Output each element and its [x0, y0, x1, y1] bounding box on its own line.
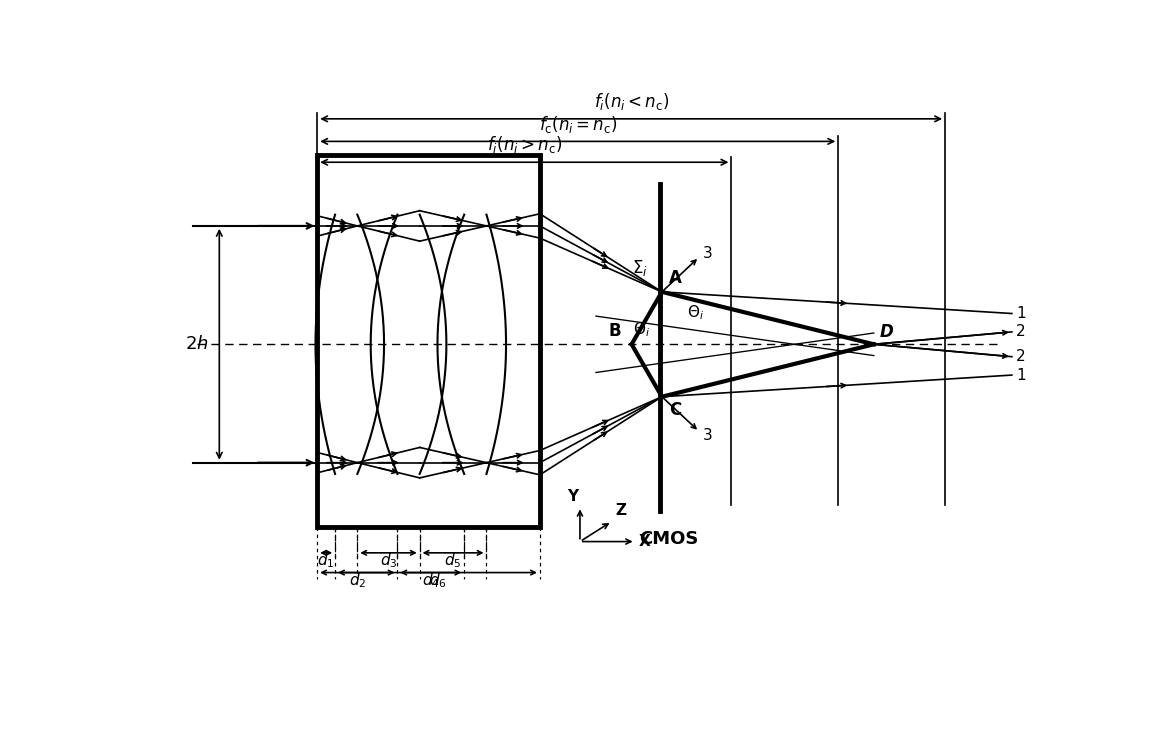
Text: $d_3$: $d_3$ — [379, 551, 398, 570]
Text: $2h$: $2h$ — [185, 335, 209, 354]
Text: 2: 2 — [1017, 324, 1026, 340]
Text: $d_4$: $d_4$ — [422, 571, 440, 590]
Text: D: D — [879, 324, 893, 341]
Text: A: A — [669, 269, 681, 288]
Text: $f_i\left(n_i<n_\mathrm{c}\right)$: $f_i\left(n_i<n_\mathrm{c}\right)$ — [594, 91, 669, 112]
Text: $d_2$: $d_2$ — [348, 571, 367, 590]
Text: 1: 1 — [1017, 306, 1026, 321]
Text: 3: 3 — [703, 427, 712, 443]
Text: 2: 2 — [1017, 349, 1026, 365]
Text: $d_5$: $d_5$ — [445, 551, 462, 570]
Text: $f_\mathrm{c}\left(n_i=n_\mathrm{c}\right)$: $f_\mathrm{c}\left(n_i=n_\mathrm{c}\righ… — [539, 113, 617, 135]
Text: C: C — [669, 401, 681, 419]
Text: X: X — [639, 534, 650, 549]
Text: $\Sigma_i$: $\Sigma_i$ — [632, 258, 648, 277]
Text: 1: 1 — [1017, 367, 1026, 383]
Bar — [317, 155, 540, 528]
Text: Z: Z — [615, 503, 626, 518]
Text: $d_6$: $d_6$ — [429, 571, 446, 590]
Text: Y: Y — [568, 489, 578, 504]
Text: $\Theta_i$: $\Theta_i$ — [633, 320, 650, 339]
Text: CMOS: CMOS — [639, 530, 699, 548]
Text: $f_i\left(n_i>n_\mathrm{c}\right)$: $f_i\left(n_i>n_\mathrm{c}\right)$ — [487, 135, 562, 155]
Text: $d_1$: $d_1$ — [317, 551, 334, 570]
Text: 3: 3 — [703, 246, 712, 261]
Text: B: B — [608, 322, 620, 340]
Text: $\Theta_i$: $\Theta_i$ — [687, 303, 704, 322]
